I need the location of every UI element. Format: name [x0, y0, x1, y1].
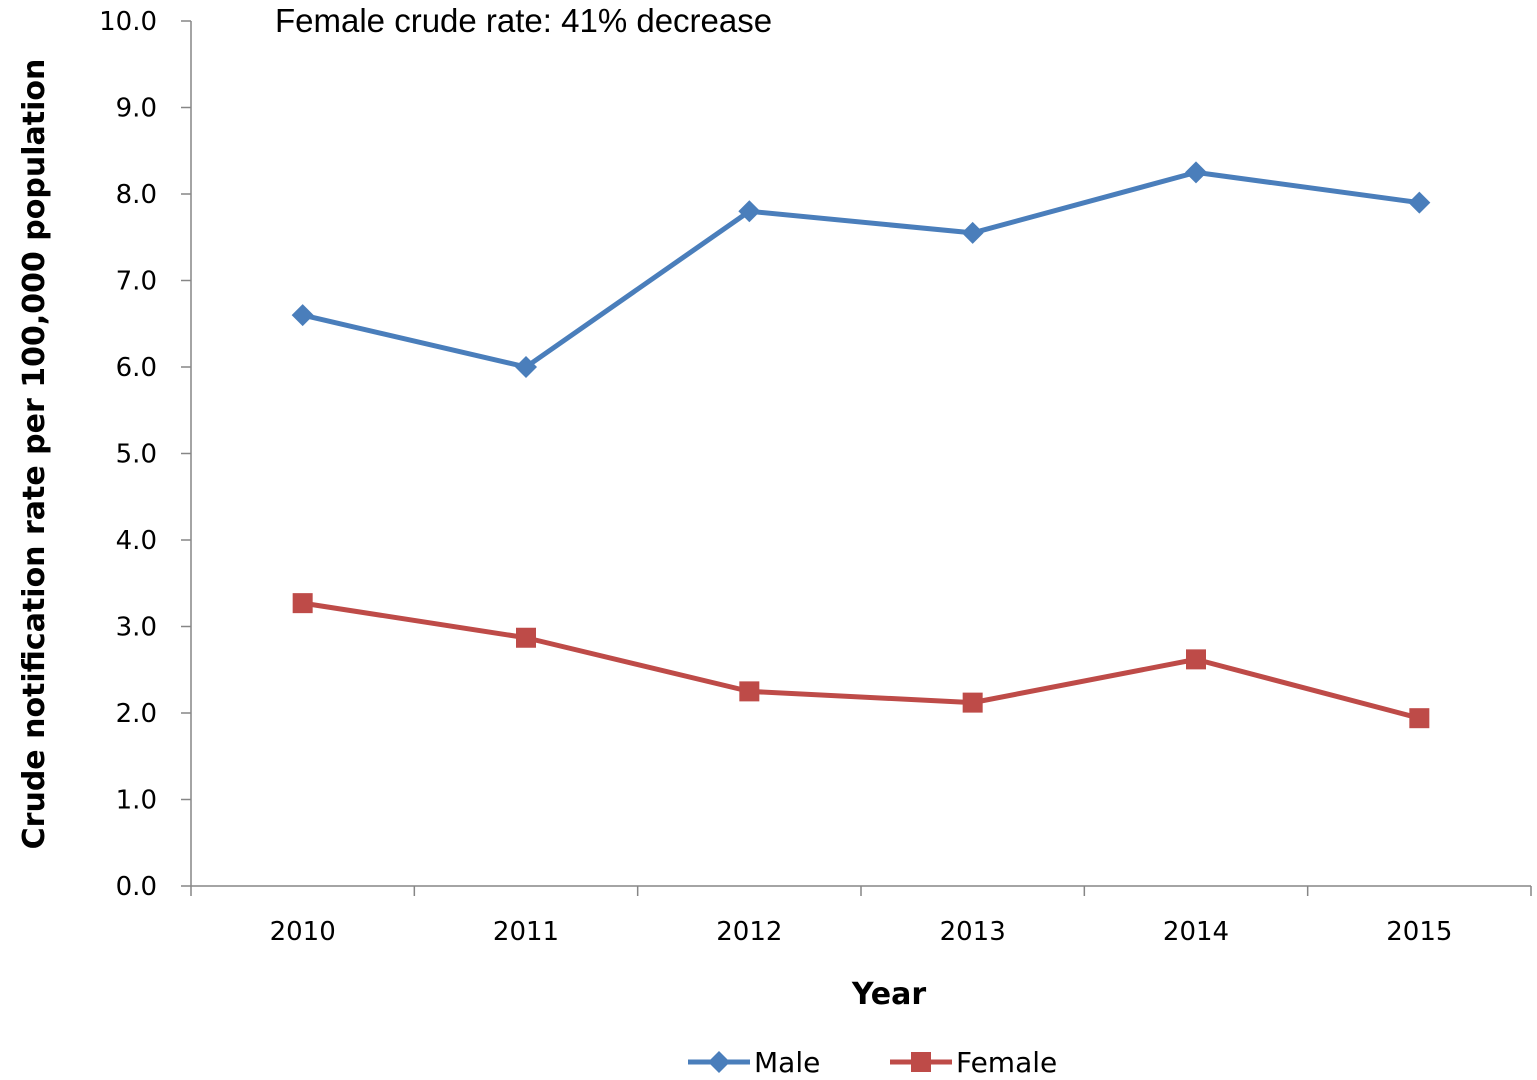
series-female-point [1409, 708, 1430, 729]
y-tick-label: 8.0 [116, 180, 157, 210]
series-layer [291, 161, 1431, 729]
legend-label: Female [956, 1046, 1057, 1079]
x-tick-label: 2014 [1163, 917, 1229, 947]
y-tick-label: 3.0 [116, 613, 157, 643]
series-male-point [515, 356, 537, 378]
series-male-point [961, 221, 984, 244]
y-axis-title: Crude notification rate per 100,000 popu… [17, 59, 52, 850]
series-female-point [516, 627, 536, 648]
series-male-line [302, 169, 1420, 370]
legend-swatch-marker [911, 1052, 931, 1072]
series-male [291, 161, 1431, 378]
legend-item-male: Male [688, 1046, 820, 1079]
series-male-point [1408, 191, 1431, 214]
series-female-point [292, 593, 313, 614]
y-tick-label: 0.0 [116, 872, 157, 902]
legend-swatch-marker [708, 1051, 730, 1073]
series-male-point [1185, 161, 1207, 184]
series-male-point [291, 304, 314, 327]
y-tick-label: 10.0 [99, 7, 157, 37]
chart-annotation: Female crude rate: 41% decrease [275, 2, 772, 39]
y-tick-label: 4.0 [116, 526, 157, 556]
legend-label: Male [754, 1046, 820, 1079]
x-tick-label: 2015 [1386, 917, 1452, 947]
legend-item-female: Female [890, 1046, 1057, 1079]
series-female-point [962, 692, 983, 713]
series-male-point [738, 200, 761, 223]
legend: Male Female [688, 1046, 1057, 1079]
y-tick-label: 6.0 [116, 353, 157, 383]
x-tick-label: 2010 [270, 917, 336, 947]
series-female-point [739, 681, 760, 702]
y-tick-label: 7.0 [116, 267, 157, 297]
y-tick-label: 1.0 [116, 786, 157, 816]
series-female-point [1186, 649, 1206, 670]
y-tick-label: 2.0 [116, 699, 157, 729]
y-axis-ticks: 0.0 1.0 2.0 3.0 4.0 5.0 6.0 7.0 8.0 9.0 10.0 [99, 7, 191, 902]
x-tick-label: 2012 [716, 917, 782, 947]
x-tick-label: 2011 [493, 917, 559, 947]
x-tick-label: 2013 [940, 917, 1006, 947]
series-female-line [302, 600, 1420, 721]
y-tick-label: 5.0 [116, 440, 157, 470]
y-tick-label: 9.0 [116, 94, 157, 124]
series-female [292, 593, 1430, 729]
x-axis-ticks: 2010 2011 2012 2013 2014 2015 [190, 886, 1532, 947]
x-axis-title: Year [851, 977, 927, 1012]
